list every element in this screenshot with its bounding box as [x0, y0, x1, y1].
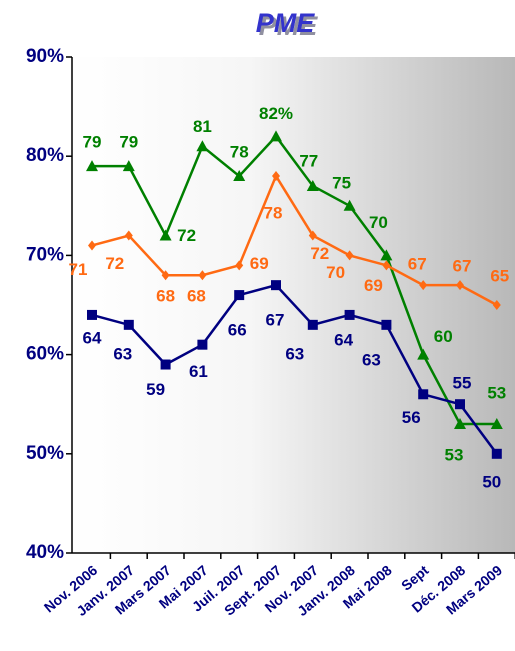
point: [490, 418, 503, 430]
data-label: 63: [113, 344, 132, 363]
data-label: 53: [487, 384, 506, 403]
point: [456, 280, 464, 291]
point: [419, 280, 428, 291]
data-label: 61: [189, 362, 208, 381]
point: [234, 290, 245, 301]
series-line: [91, 283, 498, 455]
data-label: 53: [445, 446, 464, 465]
data-label: 59: [146, 380, 165, 399]
data-label: 81: [193, 117, 212, 136]
y-tick-label: 70%: [26, 244, 64, 265]
point: [307, 319, 318, 330]
point: [123, 319, 134, 330]
point: [196, 140, 209, 152]
data-label: 50: [482, 472, 501, 491]
point: [161, 270, 170, 281]
point: [345, 250, 354, 261]
data-label: 69: [364, 276, 383, 295]
data-label: 72: [105, 254, 124, 273]
data-label: 68: [156, 287, 175, 306]
y-tick-label: 50%: [26, 443, 64, 464]
data-label: 64: [83, 328, 102, 347]
point: [343, 199, 356, 211]
data-label: 63: [362, 350, 381, 369]
point: [160, 359, 171, 370]
title-shadow: PME: [259, 11, 319, 41]
point: [344, 309, 355, 320]
data-label: 63: [285, 344, 304, 363]
data-label: 78: [230, 143, 249, 162]
point: [270, 130, 282, 142]
series-line: [91, 173, 498, 307]
point: [271, 280, 281, 291]
point: [417, 348, 430, 360]
point: [197, 339, 208, 350]
data-label: 67: [408, 255, 427, 274]
point: [306, 179, 319, 191]
data-label: 72: [310, 244, 329, 263]
point: [492, 300, 501, 310]
point: [381, 319, 392, 330]
point: [122, 160, 135, 172]
data-label: 72: [177, 226, 196, 245]
data-label: 67: [266, 311, 285, 330]
point: [87, 309, 97, 320]
y-tick-label: 80%: [26, 145, 64, 166]
data-label: 55: [453, 374, 472, 393]
data-label: 75: [332, 173, 351, 192]
point: [380, 249, 393, 261]
point: [198, 270, 207, 281]
data-label: 78: [264, 204, 283, 223]
data-label: 69: [250, 254, 269, 273]
data-label: 66: [228, 321, 247, 340]
chart-title: PME: [256, 8, 316, 38]
data-label: 56: [402, 408, 421, 427]
point: [159, 229, 172, 241]
point: [418, 389, 429, 400]
data-label: 64: [334, 330, 353, 349]
point: [88, 240, 96, 251]
point: [124, 230, 133, 241]
data-label: 68: [187, 287, 206, 306]
point: [235, 260, 244, 271]
point: [272, 171, 280, 182]
point: [455, 399, 465, 410]
data-label: 60: [434, 327, 453, 346]
point: [233, 170, 246, 182]
data-label: 71: [69, 260, 88, 279]
series-line: [92, 134, 497, 426]
data-label: 67: [453, 257, 472, 276]
data-label: 79: [119, 133, 138, 152]
point: [382, 260, 391, 271]
data-label: 70: [369, 213, 388, 232]
data-label: 65: [490, 266, 509, 285]
y-tick-label: 90%: [26, 46, 64, 67]
point: [454, 418, 466, 430]
y-tick-label: 40%: [26, 542, 64, 563]
y-tick-label: 60%: [26, 344, 64, 365]
point: [86, 160, 98, 172]
data-label: 82%: [259, 104, 293, 123]
point: [491, 448, 502, 459]
data-label: 77: [299, 151, 318, 170]
point: [308, 230, 317, 241]
data-label: 79: [83, 133, 102, 152]
data-label: 70: [326, 263, 345, 282]
